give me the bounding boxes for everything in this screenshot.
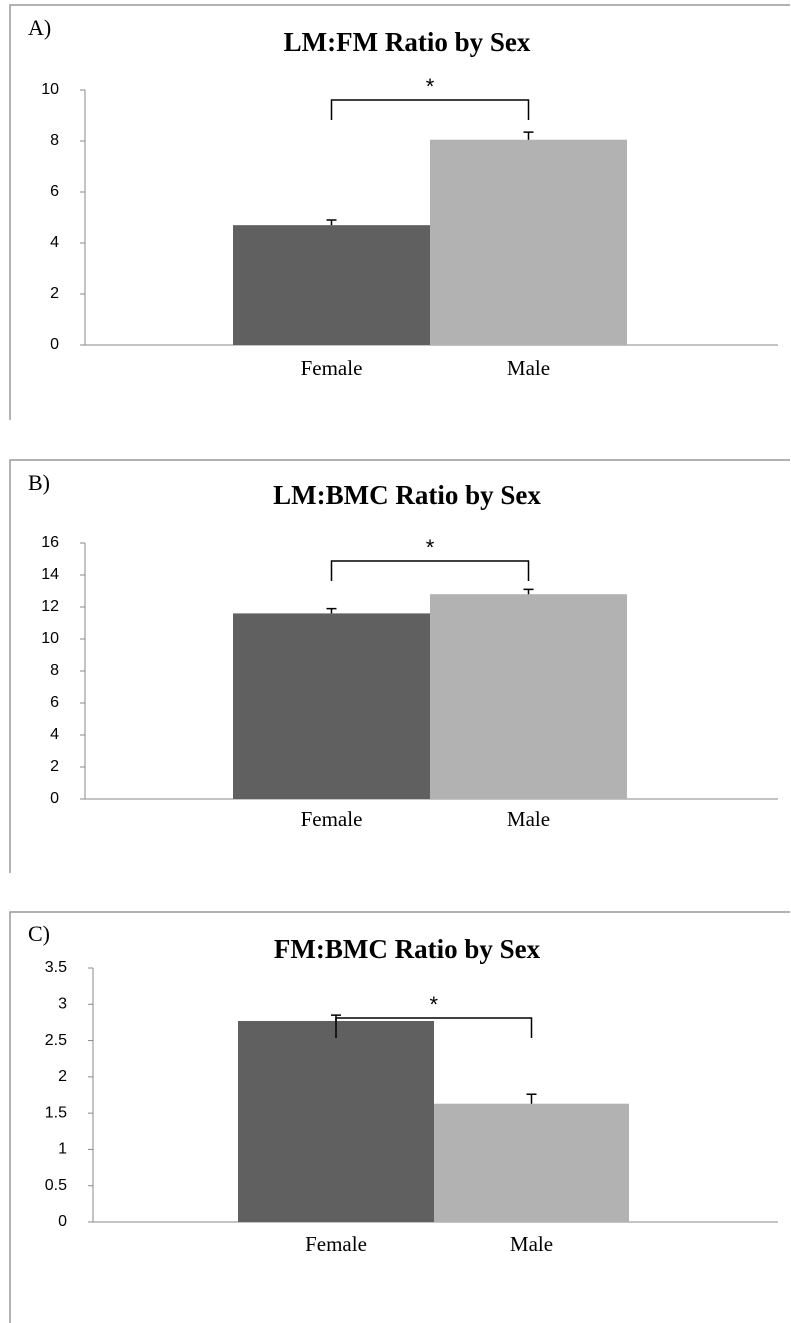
- y-tick-label: 2: [58, 1068, 67, 1085]
- significance-bracket: [330, 560, 530, 581]
- y-tick-label: 1: [58, 1141, 67, 1158]
- y-tick-label: 0: [58, 1213, 67, 1230]
- bar: [238, 1020, 434, 1222]
- bar: [233, 225, 430, 345]
- category-label: Female: [301, 356, 363, 380]
- panel-frame: [9, 4, 790, 420]
- y-tick-label: 3: [58, 996, 67, 1013]
- chart-title: FM:BMC Ratio by Sex: [274, 934, 541, 964]
- chart-title: LM:BMC Ratio by Sex: [273, 480, 541, 510]
- y-tick-label: 0: [50, 790, 59, 807]
- panel-label: A): [28, 15, 51, 40]
- y-tick-label: 0: [50, 336, 59, 353]
- panel-label: B): [28, 470, 50, 495]
- significance-star: *: [426, 74, 435, 99]
- significance-bracket: [335, 1017, 533, 1038]
- y-tick-label: 12: [41, 598, 59, 615]
- category-label: Female: [305, 1232, 367, 1256]
- bar: [233, 613, 430, 799]
- error-bar: [526, 1093, 537, 1104]
- y-tick-label: 10: [41, 81, 59, 98]
- y-tick-label: 14: [41, 566, 59, 583]
- y-tick-label: 3.5: [45, 959, 67, 976]
- significance-star: *: [426, 535, 435, 560]
- y-tick-label: 4: [50, 726, 59, 743]
- y-tick-label: 6: [50, 694, 59, 711]
- chart-title: LM:FM Ratio by Sex: [284, 27, 531, 57]
- y-tick-label: 2.5: [45, 1032, 67, 1049]
- category-label: Male: [510, 1232, 553, 1256]
- y-tick-label: 4: [50, 234, 59, 251]
- y-tick-label: 10: [41, 630, 59, 647]
- y-tick-label: 2: [50, 758, 59, 775]
- error-bar: [326, 607, 337, 614]
- y-tick-label: 6: [50, 183, 59, 200]
- error-bar: [523, 588, 534, 595]
- y-tick-label: 8: [50, 132, 59, 149]
- bar: [434, 1103, 629, 1222]
- y-tick-label: 0.5: [45, 1177, 67, 1194]
- error-bar: [523, 131, 534, 140]
- error-bar: [326, 219, 337, 226]
- y-tick-label: 16: [41, 534, 59, 551]
- y-tick-label: 2: [50, 285, 59, 302]
- category-label: Female: [301, 807, 363, 831]
- y-tick-label: 1.5: [45, 1104, 67, 1121]
- category-label: Male: [507, 356, 550, 380]
- panel-label: C): [28, 921, 50, 946]
- panel-frame: [9, 911, 790, 1323]
- category-label: Male: [507, 807, 550, 831]
- significance-bracket: [330, 99, 530, 120]
- y-tick-label: 8: [50, 662, 59, 679]
- bar: [430, 139, 627, 345]
- bar: [430, 594, 627, 799]
- significance-star: *: [429, 992, 438, 1017]
- panel-frame: [9, 459, 790, 873]
